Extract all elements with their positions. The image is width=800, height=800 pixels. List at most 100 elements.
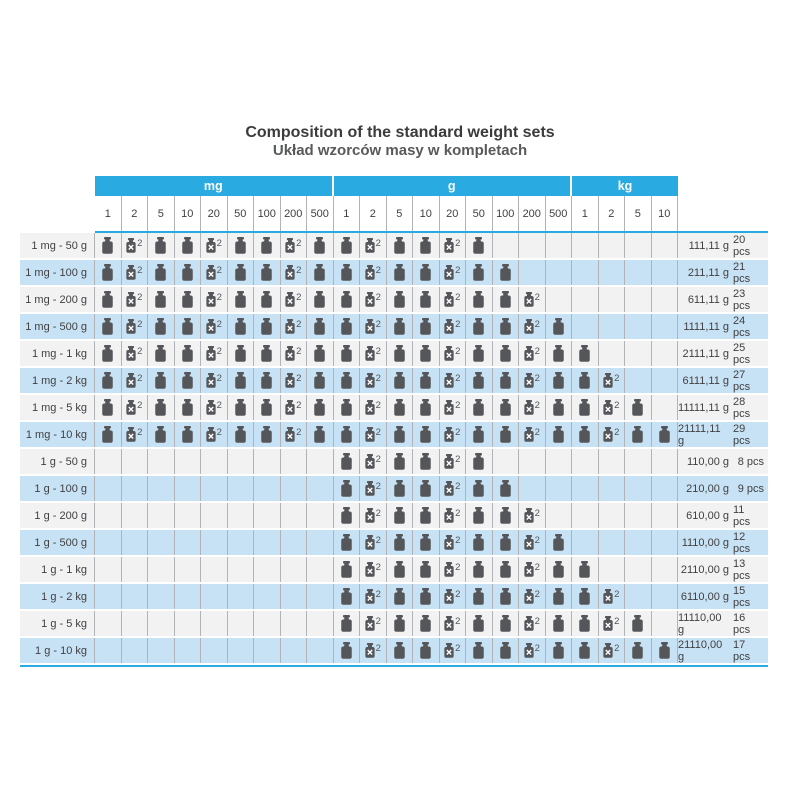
weight-cell-kg-2: 2 bbox=[599, 611, 625, 636]
column-header-mg-1: 1 bbox=[95, 196, 122, 231]
weight-icon bbox=[420, 426, 431, 443]
weight-cell-mg-20: 2 bbox=[201, 233, 228, 258]
weight-cell-mg-100 bbox=[254, 260, 281, 285]
row-label: 1 mg - 2 kg bbox=[20, 368, 95, 393]
total-mass: 211,11 g bbox=[687, 266, 729, 279]
total-mass: 2110,00 g bbox=[680, 563, 729, 576]
weight-cell-kg-5 bbox=[625, 638, 652, 663]
x2-count-label: 2 bbox=[137, 400, 143, 411]
weight-x2-icon bbox=[444, 454, 454, 469]
weight-cell-g-200: 2 bbox=[519, 395, 546, 420]
weight-cell-g-100 bbox=[493, 611, 519, 636]
weight-icon bbox=[341, 534, 352, 551]
weight-cell-mg-10 bbox=[175, 395, 201, 420]
weight-icon bbox=[500, 642, 511, 659]
x2-count-label: 2 bbox=[137, 238, 143, 249]
weight-cell-g-500 bbox=[546, 422, 572, 447]
x2-count-label: 2 bbox=[455, 319, 461, 330]
weight-icon bbox=[473, 291, 484, 308]
weight-cell-mg-200: 2 bbox=[281, 287, 307, 312]
weight-cell-mg-500 bbox=[307, 584, 334, 609]
weight-cell-mg-1 bbox=[95, 611, 122, 636]
weight-cell-mg-1 bbox=[95, 449, 122, 474]
weight-x2-icon bbox=[285, 373, 295, 388]
weight-cell-g-500 bbox=[546, 584, 572, 609]
weight-x2-icon bbox=[364, 238, 375, 253]
total-mass: 210,00 g bbox=[686, 482, 729, 495]
weight-x2-icon bbox=[444, 238, 454, 253]
table-row: 1 g - 1 kg 2 2 2 2110,00 g 13 pcs bbox=[20, 557, 768, 584]
weight-icon bbox=[394, 642, 405, 659]
weight-cell-g-1 bbox=[334, 449, 360, 474]
weight-cell-kg-1 bbox=[572, 530, 599, 555]
x2-count-label: 2 bbox=[614, 427, 620, 438]
weight-x2-group: 2 bbox=[126, 346, 142, 361]
weight-icon bbox=[579, 588, 590, 605]
weight-cell-mg-20: 2 bbox=[201, 395, 228, 420]
weight-x2-group: 2 bbox=[364, 454, 381, 469]
weight-cell-g-10 bbox=[413, 503, 440, 528]
weight-icon bbox=[102, 345, 113, 362]
weight-x2-icon bbox=[364, 481, 375, 496]
table-row: 1 mg - 100 g 2 2 2 2 2 211,11 g 21 pcs bbox=[20, 260, 768, 287]
weight-icon bbox=[155, 264, 166, 281]
weight-x2-icon bbox=[444, 589, 454, 604]
x2-count-label: 2 bbox=[614, 373, 620, 384]
weight-x2-group: 2 bbox=[285, 319, 301, 334]
weight-x2-group: 2 bbox=[364, 508, 381, 523]
weight-cell-g-5 bbox=[387, 638, 413, 663]
weight-icon bbox=[102, 399, 113, 416]
weight-icon bbox=[394, 507, 405, 524]
weight-cell-g-500 bbox=[546, 476, 572, 501]
weight-icon bbox=[473, 264, 484, 281]
weight-icon bbox=[579, 372, 590, 389]
weight-cell-g-2: 2 bbox=[360, 422, 387, 447]
x2-count-label: 2 bbox=[455, 454, 461, 465]
weight-x2-icon bbox=[364, 508, 375, 523]
weight-cell-g-2: 2 bbox=[360, 341, 387, 366]
x2-count-label: 2 bbox=[375, 400, 381, 411]
weight-x2-group: 2 bbox=[126, 427, 142, 442]
weight-cell-kg-2 bbox=[599, 287, 625, 312]
column-header-mg-500: 500 bbox=[307, 196, 334, 231]
weight-cell-mg-2: 2 bbox=[122, 287, 148, 312]
weight-cell-g-1 bbox=[334, 287, 360, 312]
weight-x2-icon bbox=[285, 427, 295, 442]
weight-icon bbox=[473, 426, 484, 443]
weight-x2-group: 2 bbox=[364, 427, 381, 442]
table-row: 1 g - 100 g 2 2 210,00 g 9 pcs bbox=[20, 476, 768, 503]
weight-x2-icon bbox=[364, 319, 375, 334]
weight-cell-mg-200: 2 bbox=[281, 422, 307, 447]
weight-icon bbox=[341, 372, 352, 389]
weight-icon bbox=[155, 345, 166, 362]
weight-x2-group: 2 bbox=[523, 292, 540, 307]
weight-cell-mg-50 bbox=[228, 260, 254, 285]
weight-cell-g-5 bbox=[387, 314, 413, 339]
table-row: 1 mg - 1 kg 2 2 2 2 2 2 2111,11 g 25 pcs bbox=[20, 341, 768, 368]
weight-cell-g-200 bbox=[519, 449, 546, 474]
weight-cell-g-20: 2 bbox=[440, 611, 466, 636]
weight-cell-g-50 bbox=[466, 476, 493, 501]
row-label: 1 mg - 50 g bbox=[20, 233, 95, 258]
weight-cell-mg-100 bbox=[254, 503, 281, 528]
weight-cell-g-50 bbox=[466, 503, 493, 528]
weight-cell-kg-1 bbox=[572, 341, 599, 366]
weight-cell-mg-5 bbox=[148, 341, 175, 366]
weight-x2-group: 2 bbox=[603, 643, 619, 658]
weight-cell-g-5 bbox=[387, 557, 413, 582]
weight-cell-kg-5 bbox=[625, 422, 652, 447]
column-header-kg-10: 10 bbox=[652, 196, 678, 231]
weight-icon bbox=[235, 372, 246, 389]
weight-x2-group: 2 bbox=[603, 427, 619, 442]
weight-cell-mg-1 bbox=[95, 476, 122, 501]
weight-x2-icon bbox=[603, 589, 613, 604]
weight-x2-group: 2 bbox=[364, 589, 381, 604]
total-mass: 21110,00 g bbox=[678, 638, 723, 663]
weight-cell-g-2: 2 bbox=[360, 368, 387, 393]
total-mass: 611,11 g bbox=[687, 293, 729, 306]
weight-cell-kg-1 bbox=[572, 557, 599, 582]
weight-x2-icon bbox=[523, 562, 534, 577]
weight-x2-group: 2 bbox=[523, 643, 540, 658]
weight-x2-icon bbox=[285, 238, 295, 253]
weight-cell-g-50 bbox=[466, 287, 493, 312]
